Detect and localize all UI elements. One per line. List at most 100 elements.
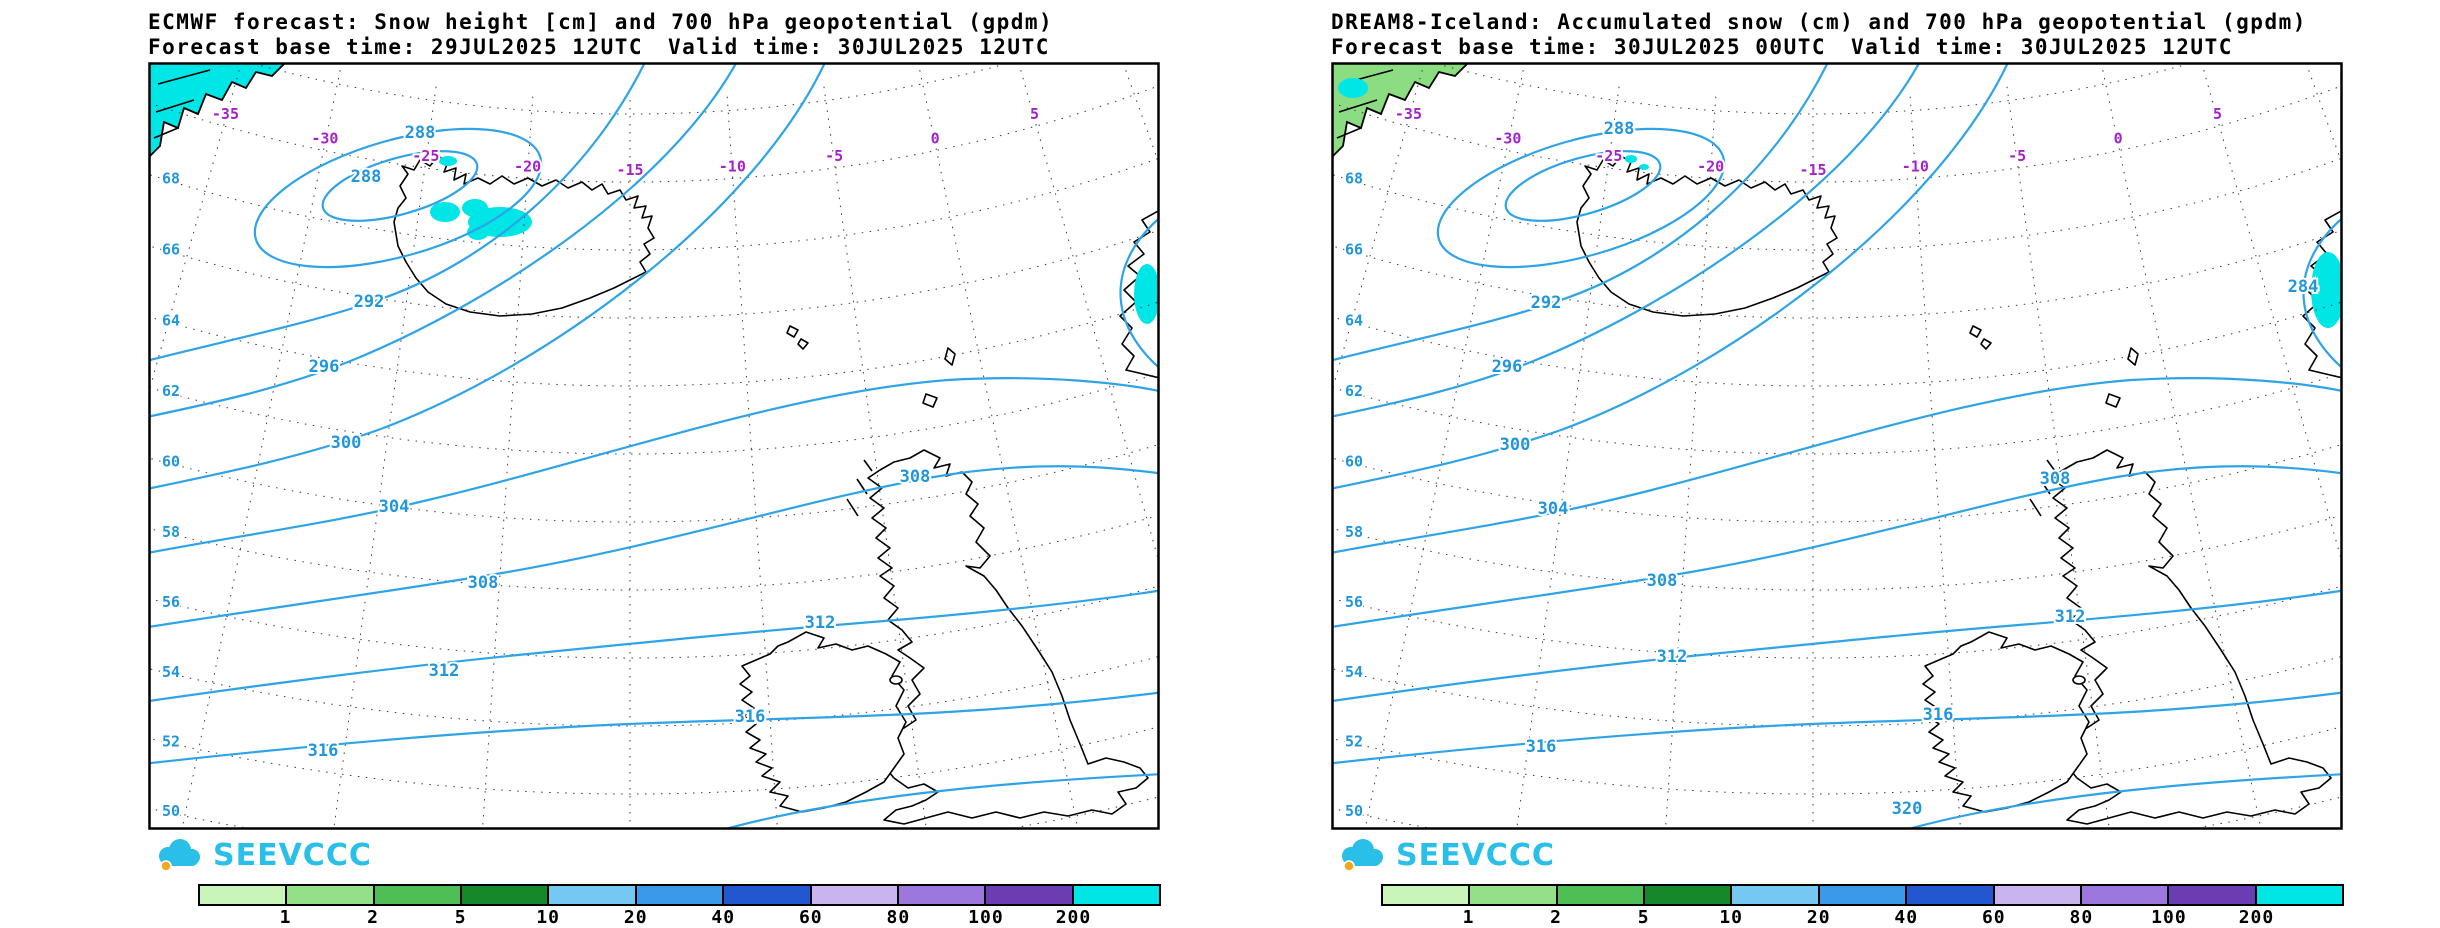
latitude-label: 64 [162,312,180,330]
longitude-label: -10 [719,157,746,175]
legend-color-segment [811,886,899,904]
geopotential-contour-label: 292 [354,292,385,312]
longitude-label: -20 [1697,157,1724,175]
latitude-gridline [150,585,1158,658]
seevccc-logo: SEEVCCC [1335,836,1555,874]
legend-labels: 1 2 5 10 20 40 60 80 100 200 [198,907,1161,928]
longitude-label: -30 [311,130,338,148]
legend-color-segment [200,886,288,904]
latitude-label: 56 [162,593,180,611]
latitude-label: 68 [1345,170,1363,188]
geopotential-contour-label: 288 [405,123,436,143]
geopotential-contour-label: 312 [805,613,836,633]
legend-color-segment [1645,886,1733,904]
subtitle: Forecast base time: 30JUL2025 00UTC Vali… [1331,35,2346,60]
legend-color-segment [1383,886,1471,904]
geopotential-contour-label: 300 [1500,435,1531,455]
map-frame [1331,62,2343,830]
panel-header: ECMWF forecast: Snow height [cm] and 700… [148,10,1163,60]
geopotential-contour-label: 316 [1526,737,1557,757]
legend-tick-label: 200 [2238,907,2275,928]
snow-legend: 1 2 5 10 20 40 60 80 100 200 [1381,884,2344,928]
latitude-label: 54 [1345,663,1363,681]
legend-color-segment [986,886,1074,904]
legend-color-segment [898,886,987,904]
longitude-label: 5 [1030,105,1039,123]
longitude-gridline [2305,64,2341,163]
legend-tick-label: 2 [367,907,379,928]
cloud-icon [159,839,200,872]
geopotential-contour-label: 284 [2288,277,2319,297]
latitude-gridline [1333,157,2341,251]
latitude-label: 58 [1345,523,1363,541]
longitude-label: -35 [212,105,239,123]
legend-tick-label: 10 [1719,907,1744,928]
geopotential-contour-label: 312 [1657,647,1688,667]
geopotential-contour-label: 320 [1892,799,1923,819]
latitude-gridline [1333,585,2341,658]
geopotential-contour-label: 308 [2040,469,2071,489]
longitude-label: 0 [931,130,940,148]
geopotential-contour-label: 288 [351,167,382,187]
latitude-label: 66 [1345,241,1363,259]
geopotential-contour-label: 308 [1647,571,1678,591]
legend-tick-label: 60 [798,907,823,928]
legend-color-segment [2169,886,2257,904]
legend-tick-label: 1 [279,907,292,928]
panel-ecmwf: ECMWF forecast: Snow height [cm] and 700… [0,0,1220,928]
geopotential-contour-label: 304 [379,497,410,517]
page-title: DREAM8-Iceland: Accumulated snow (cm) an… [1331,10,2307,34]
latitude-label: 60 [1345,453,1363,471]
latitude-gridline [150,372,1158,454]
seevccc-logo: SEEVCCC [152,836,372,874]
latitude-gridline [150,157,1158,251]
valid-time: Valid time: 30JUL2025 12UTC [668,35,1050,60]
valid-time: Valid time: 30JUL2025 12UTC [1851,35,2233,60]
legend-color-segment [1732,886,1820,904]
longitude-label: 0 [2114,130,2123,148]
geopotential-contour-label: 288 [1604,119,1635,139]
geopotential-contour-label: 292 [1531,293,1562,313]
legend-tick-label: 2 [1550,907,1562,928]
legend-color-segment [1470,886,1558,904]
legend-tick-label: 80 [2069,907,2094,928]
latitude-label: 58 [162,523,180,541]
legend-color-segment [462,886,550,904]
latitude-gridline [150,514,1158,590]
longitude-gridline [1122,64,1158,163]
longitude-label: -30 [1494,130,1521,148]
legend-bar [198,884,1161,906]
map-frame [148,62,1160,830]
longitude-label: -5 [825,147,843,165]
geopotential-contour-label: 316 [308,741,339,761]
legend-tick-label: 40 [711,907,736,928]
geopotential-contour-label: 308 [468,573,499,593]
cloud-icon [1342,839,1383,872]
latitude-gridline [1333,372,2341,454]
legend-tick-label: 20 [1806,907,1831,928]
longitude-label: -25 [1595,147,1622,165]
latitude-label: 52 [1345,733,1363,751]
latitude-label: 52 [162,733,180,751]
panel-dream8: DREAM8-Iceland: Accumulated snow (cm) an… [1220,0,2440,928]
legend-tick-label: 100 [2151,907,2187,928]
geopotential-contour-label: 316 [735,707,766,727]
legend-color-segment [2256,886,2342,904]
legend-tick-label: 5 [454,907,467,928]
latitude-label: 66 [162,241,180,259]
legend-color-segment [287,886,375,904]
latitude-gridline [150,301,1158,386]
legend-tick-label: 80 [886,907,911,928]
legend-tick-label: 60 [1981,907,2006,928]
latitude-label: 62 [1345,382,1363,400]
geopotential-contour-label: 316 [1923,705,1954,725]
legend-color-segment [1557,886,1646,904]
snow-legend: 1 2 5 10 20 40 60 80 100 200 [198,884,1161,928]
legend-tick-label: 1 [1462,907,1475,928]
longitude-label: -25 [412,147,439,165]
longitude-label: -20 [514,157,541,175]
longitude-label: -15 [616,161,643,179]
legend-tick-label: 40 [1894,907,1919,928]
